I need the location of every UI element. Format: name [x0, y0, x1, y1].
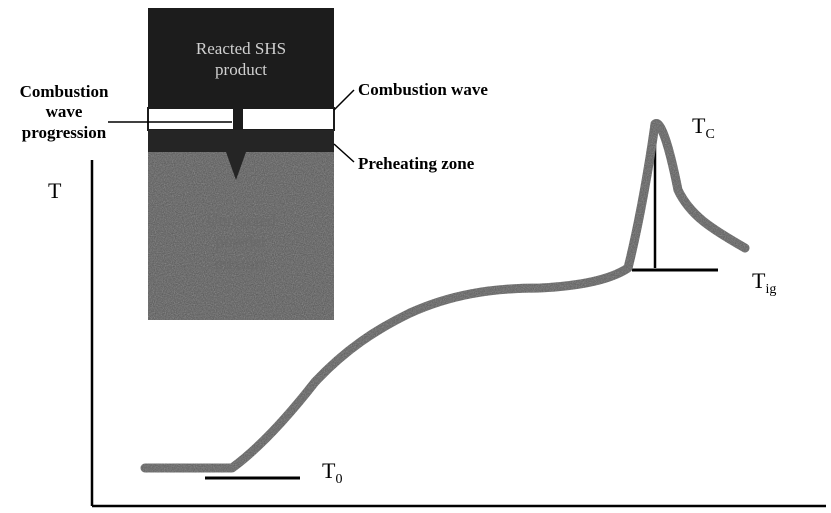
- progression-line1: Combustion: [19, 82, 109, 101]
- unreacted-label-line3: mixture: [214, 253, 268, 273]
- t0-sub: 0: [335, 472, 343, 487]
- unreacted-label-line1: Unreacted: [206, 211, 276, 230]
- y-axis-label: T: [48, 178, 62, 203]
- t0-label: T0: [322, 460, 342, 487]
- preheating-pointer: [333, 143, 355, 163]
- progression-line3: progression: [21, 122, 107, 142]
- reacted-product-block: [148, 8, 334, 108]
- combustion-wave-pointer: [333, 89, 355, 111]
- preheating-zone-band: [148, 130, 334, 152]
- progression-wedge: [226, 152, 246, 180]
- unreacted-powder-block: [148, 152, 334, 320]
- wave-notch: [233, 104, 243, 130]
- tig-base: T: [752, 268, 766, 293]
- tig-label: Tig: [752, 270, 776, 297]
- t0-base: T: [322, 458, 336, 483]
- tc-sub: C: [705, 127, 715, 142]
- combustion-wave-label: Combustion wave: [358, 80, 488, 99]
- reacted-label-line2: product: [215, 60, 267, 80]
- tig-sub: ig: [765, 282, 777, 297]
- temperature-curve: [140, 119, 750, 473]
- progression-line2: wave: [45, 102, 83, 122]
- tc-base: T: [692, 113, 706, 138]
- preheating-zone-label: Preheating zone: [358, 154, 475, 173]
- reacted-product-label: Reacted SHS product: [148, 38, 334, 81]
- unreacted-label-line2: powder: [215, 232, 267, 252]
- reacted-label-line1: Reacted SHS: [195, 39, 287, 58]
- unreacted-powder-label: Unreacted powder mixture: [148, 210, 334, 274]
- progression-label: Combustion wave progression: [6, 82, 122, 143]
- tc-label: TC: [692, 115, 715, 142]
